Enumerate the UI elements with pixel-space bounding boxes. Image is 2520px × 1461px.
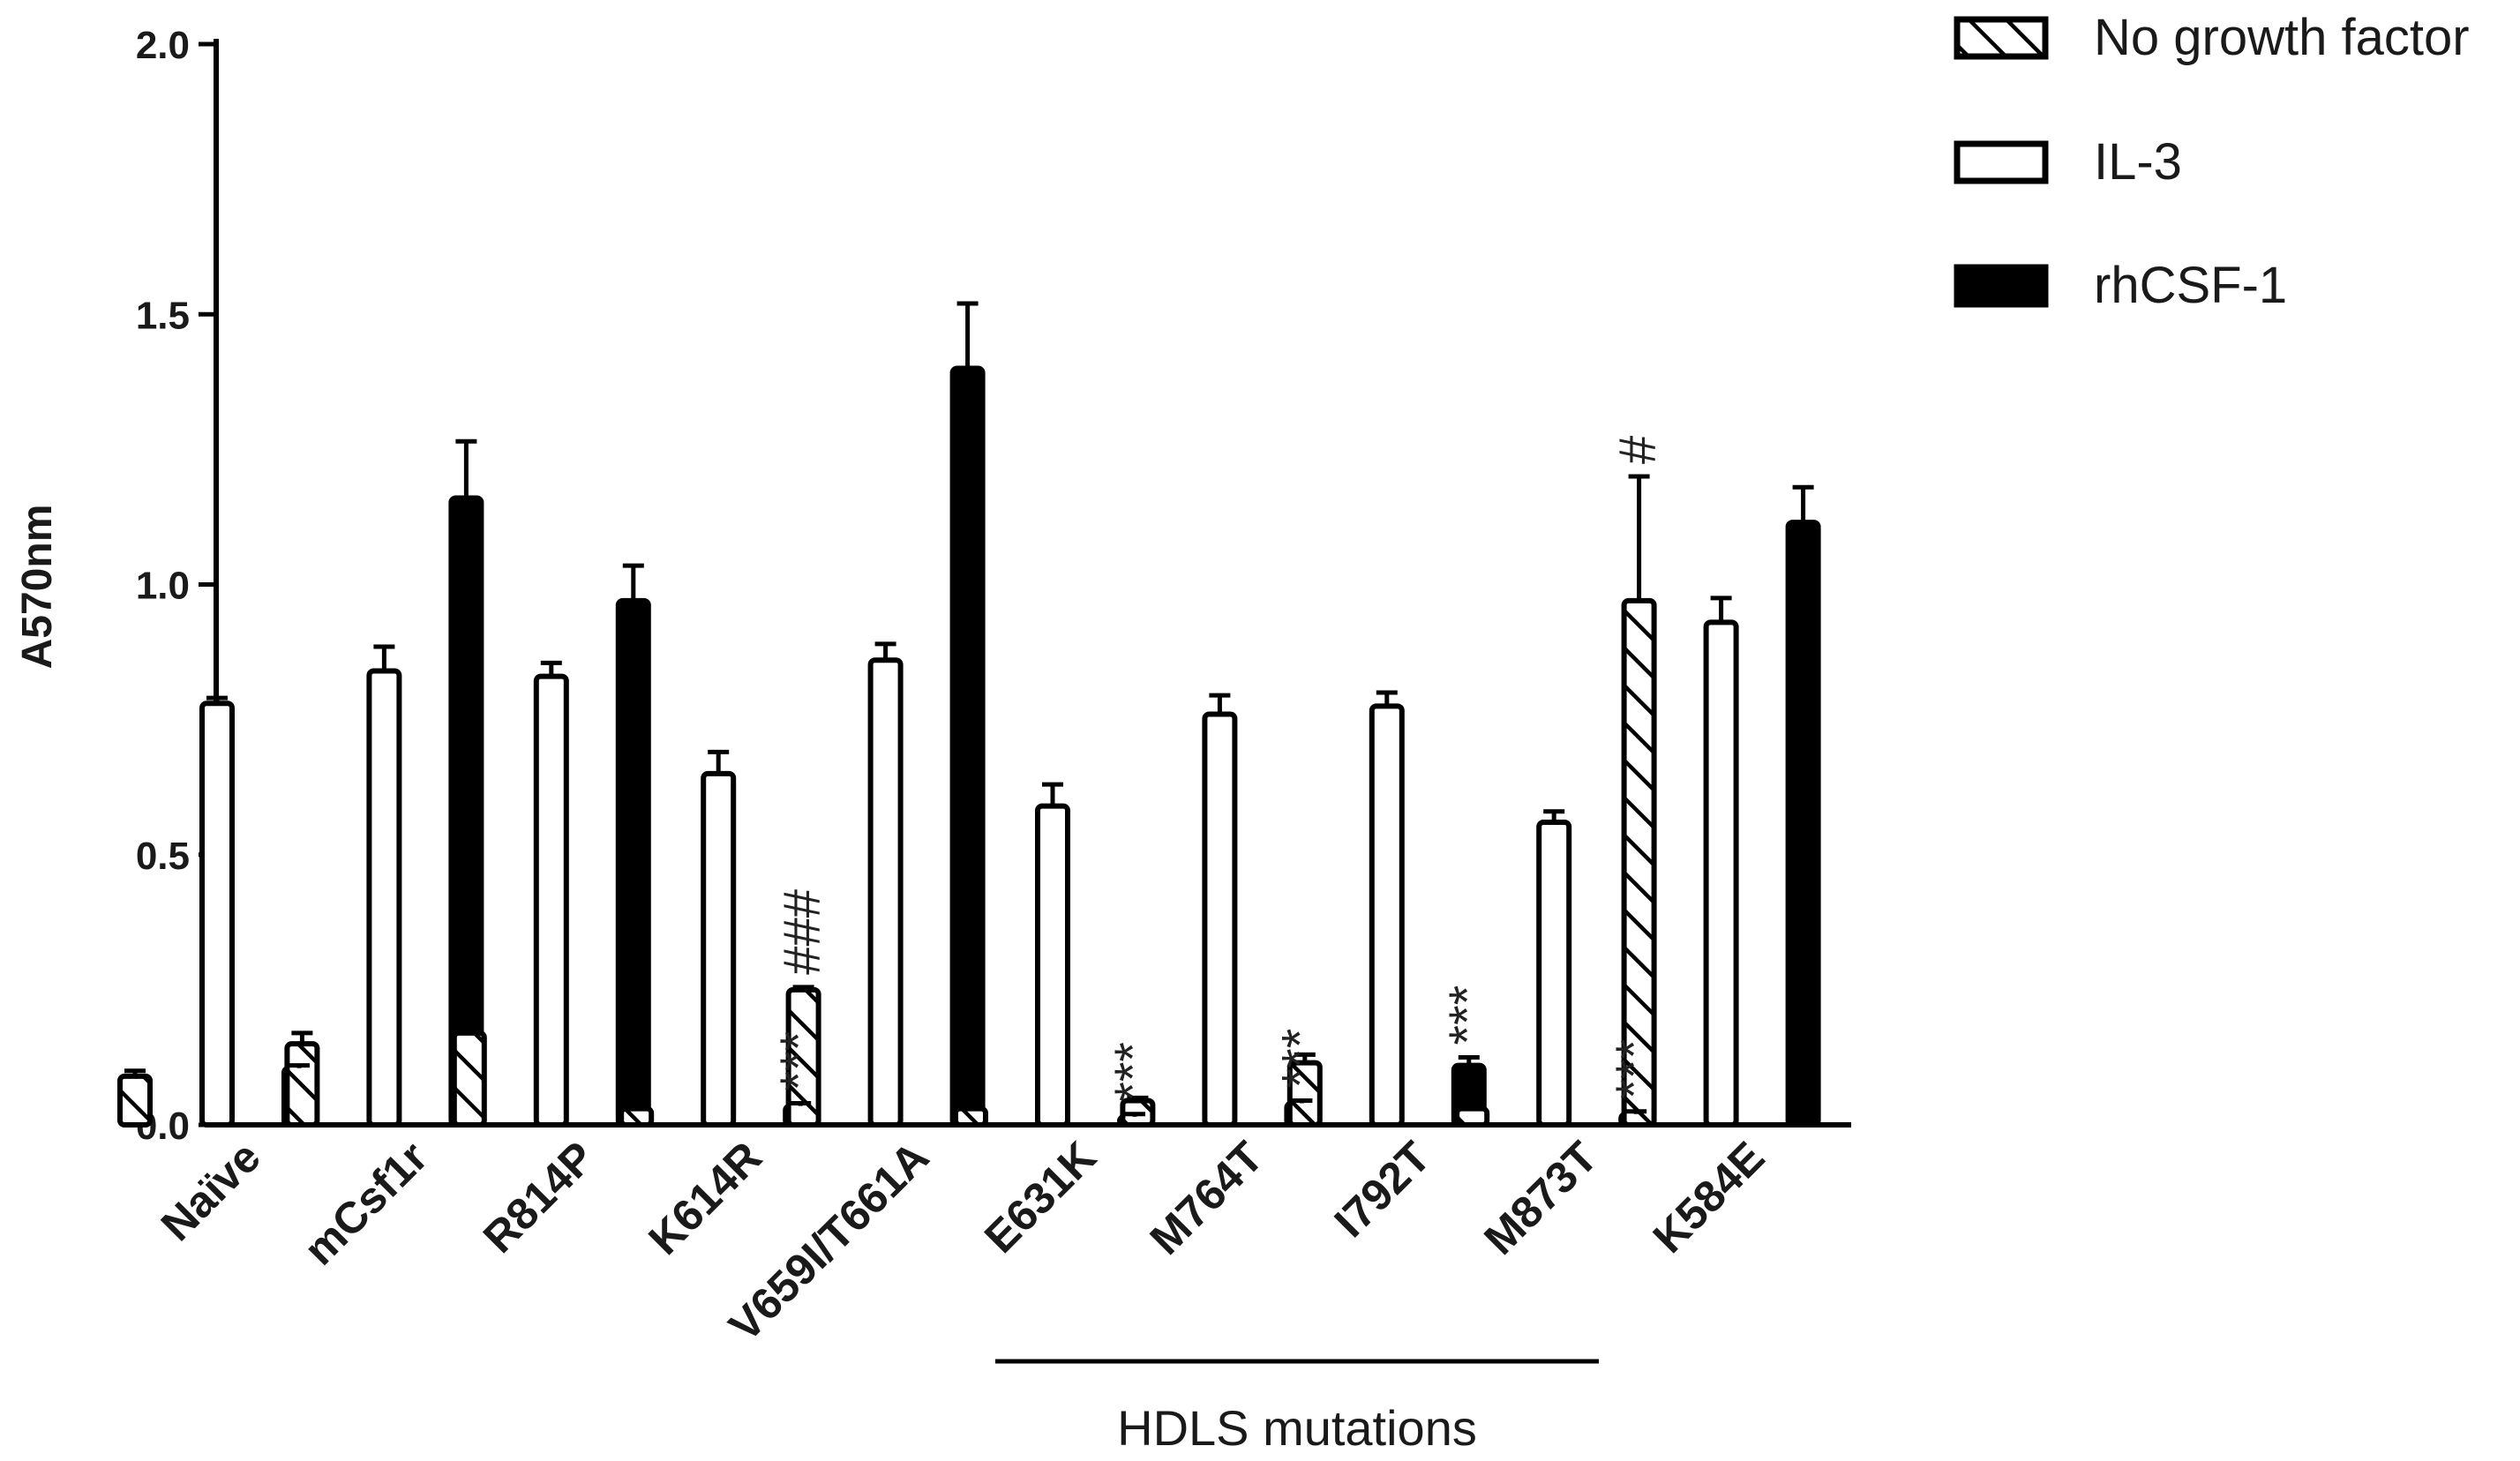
bar-open-3: [701, 770, 737, 1128]
legend-label: No growth factor: [2094, 9, 2470, 66]
hdls-group-bracket: HDLS mutations: [995, 1359, 1599, 1456]
category-label: K584E: [1644, 1132, 1774, 1262]
category-label: R814P: [474, 1132, 604, 1262]
significance-mark: ***: [1439, 985, 1496, 1045]
significance-mark: ***: [1105, 1042, 1162, 1102]
significance-mark: ***: [770, 1031, 828, 1091]
category-label: mCsf1r: [295, 1132, 437, 1274]
y-tick-label: 0.5: [136, 835, 190, 878]
y-tick-label: 1.0: [136, 565, 190, 608]
bar-open-1: [366, 668, 402, 1128]
bar-hatched-3: [619, 1105, 655, 1128]
category-label: E631K: [975, 1132, 1106, 1262]
significance-mark: ***: [1271, 1029, 1329, 1089]
bars: [117, 365, 1821, 1128]
y-axis-label: A570nm: [14, 505, 61, 670]
axes: 0.00.51.01.52.0: [136, 24, 1851, 1148]
category-label: M764T: [1141, 1132, 1273, 1264]
legend-label: rhCSF-1: [2094, 257, 2287, 314]
error-bars: [124, 301, 1814, 1117]
bar-hatched-1: [284, 1041, 320, 1128]
legend: No growth factor IL-3 rhCSF-1: [1954, 9, 2470, 314]
group-label: HDLS mutations: [1117, 1400, 1477, 1456]
bar-hatched-0: [117, 1073, 153, 1128]
bar-open-0: [199, 701, 235, 1128]
legend-label: IL-3: [2094, 133, 2182, 191]
bar-open-2: [533, 673, 569, 1128]
bar-hatched-8: [1454, 1105, 1490, 1128]
bar-open-7: [1369, 703, 1405, 1128]
category-label: M873T: [1474, 1132, 1607, 1264]
bar-open-4: [867, 657, 904, 1128]
bar-hatched-5: [953, 1105, 988, 1128]
category-label: Naïve: [152, 1132, 270, 1250]
bar-solid-9: [1785, 520, 1821, 1128]
legend-swatch-hatched: [1954, 16, 2049, 60]
legend-swatch-open: [1954, 140, 2049, 184]
legend-swatch-solid: [1954, 264, 2049, 308]
bar-open-9: [1703, 619, 1739, 1128]
category-label: I792T: [1325, 1132, 1440, 1247]
y-tick-label: 2.0: [136, 24, 190, 67]
significance-mark: ###: [774, 889, 831, 975]
bar-hatched-2: [451, 1030, 487, 1128]
category-label: K614R: [639, 1132, 771, 1264]
bar-solid-2: [615, 597, 651, 1128]
significance-mark: ***: [1606, 1039, 1663, 1099]
bar-open-8: [1536, 820, 1572, 1128]
y-tick-label: 1.5: [136, 294, 190, 337]
bar-open-6: [1202, 711, 1238, 1128]
significance-mark: #: [1609, 436, 1667, 464]
significance-annotations: *** ### *** *** *** *** #: [770, 436, 1666, 1102]
bar-open-5: [1035, 803, 1070, 1128]
bar-solid-4: [949, 365, 986, 1128]
